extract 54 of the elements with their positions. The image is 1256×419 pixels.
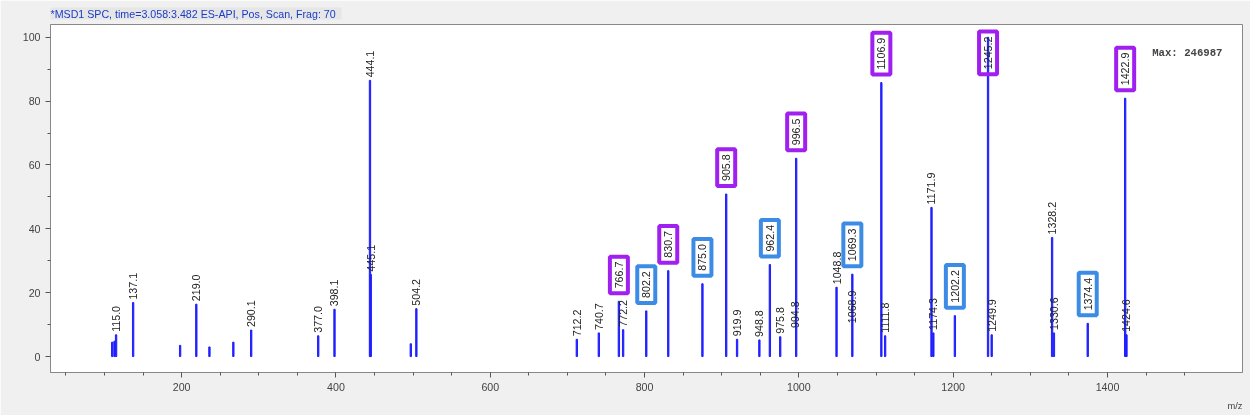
annotation: 1330.6 [1047, 297, 1060, 330]
annotation: 1245.2 [982, 36, 995, 70]
annotation: 1328.2 [1046, 201, 1059, 235]
annotation: 1069.3 [846, 228, 859, 262]
y-tick-label: 40 [28, 222, 41, 235]
y-tick-label: 20 [28, 286, 41, 299]
annotation: 740.7 [592, 303, 605, 330]
annotation: 712.2 [570, 309, 583, 337]
x-tick-label: 200 [172, 380, 191, 393]
annotation: 1424.6 [1120, 299, 1133, 332]
annotation: 1106.9 [875, 37, 888, 70]
annotation: 772.2 [617, 299, 630, 327]
annotation: 377.0 [312, 306, 325, 333]
annotation: 290.1 [245, 300, 258, 328]
annotation: 137.1 [127, 272, 140, 300]
annotation: 1111.8 [879, 302, 892, 333]
annotation: 1171.9 [925, 172, 938, 205]
annotation: 444.1 [363, 50, 376, 78]
x-axis-title: m/z [1227, 400, 1243, 411]
y-tick-label: 0 [34, 350, 41, 363]
annotation: 115.0 [110, 305, 123, 332]
annotation: 1068.9 [846, 290, 859, 324]
annotation: 975.8 [774, 307, 787, 334]
annotation: 1174.3 [927, 298, 940, 330]
annotation: 1048.8 [830, 251, 843, 285]
annotation: 1374.4 [1081, 277, 1094, 311]
annotation: 802.2 [640, 271, 653, 298]
annotation: 905.8 [720, 154, 733, 182]
annotation: 875.0 [696, 244, 709, 271]
annotation: 219.0 [190, 274, 203, 302]
annotation: 1202.2 [948, 270, 961, 303]
x-tick-label: 1200 [941, 380, 966, 393]
x-tick-label: 800 [635, 380, 654, 393]
x-tick-label: 1400 [1095, 380, 1120, 393]
annotation: 1422.9 [1119, 52, 1132, 86]
y-tick-label: 80 [28, 95, 41, 108]
annotation: 445.1 [364, 244, 377, 272]
annotation: 962.4 [763, 224, 776, 252]
annotation: 504.2 [410, 278, 423, 306]
x-tick-label: 1000 [787, 380, 811, 393]
x-tick-label: 600 [481, 380, 500, 393]
annotation: 830.7 [662, 230, 675, 258]
chart-title: *MSD1 SPC, time=3.058:3.482 ES-API, Pos, Scan, Frag: 70 [50, 7, 336, 20]
annotation: 919.9 [731, 309, 744, 337]
annotation: Max: 246987 [1152, 46, 1223, 59]
annotation: 398.1 [328, 279, 341, 307]
annotation: 994.8 [788, 301, 801, 328]
annotation: 996.5 [790, 118, 803, 146]
annotation: 1249.9 [985, 299, 998, 332]
x-tick-label: 400 [327, 380, 345, 393]
annotation: 766.7 [612, 261, 625, 289]
annotation: 948.8 [753, 310, 766, 337]
y-tick-label: 60 [28, 158, 41, 171]
y-tick-label: 100 [22, 31, 41, 44]
